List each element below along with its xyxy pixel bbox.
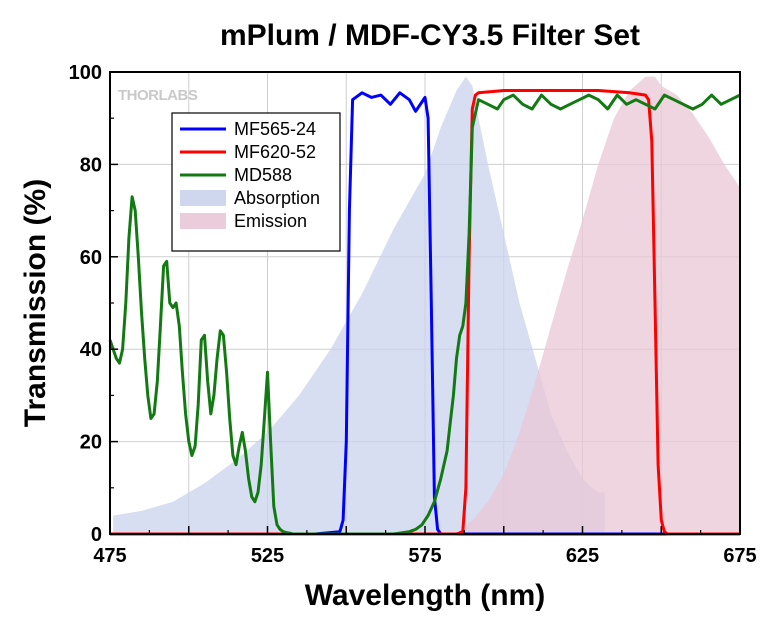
- y-tick-label: 40: [80, 339, 102, 361]
- legend-label-mf565-24: MF565-24: [234, 119, 316, 139]
- x-axis-label: Wavelength (nm): [305, 579, 546, 612]
- axis-ticks: 475 525 575 625 675 0 20 40 60 80 100: [69, 62, 757, 567]
- legend-label-absorption: Absorption: [234, 188, 320, 208]
- x-tick-label: 575: [408, 545, 441, 567]
- area-series: [113, 76, 740, 534]
- legend: MF565-24 MF620-52 MD588 Absorption Emission: [171, 112, 341, 252]
- line-series: [108, 89, 741, 536]
- mf620-52-line: [110, 89, 740, 536]
- y-tick-label: 100: [69, 62, 102, 84]
- y-tick-label: 80: [80, 154, 102, 176]
- legend-label-md588: MD588: [234, 165, 292, 185]
- y-tick-label: 20: [80, 432, 102, 454]
- absorption-area: [113, 76, 605, 534]
- chart-title: mPlum / MDF-CY3.5 Filter Set: [220, 19, 640, 52]
- x-tick-label: 625: [566, 545, 599, 567]
- y-axis-label: Transmission (%): [19, 179, 52, 427]
- thorlabs-watermark: THORLABS: [118, 87, 198, 104]
- y-tick-label: 0: [91, 524, 102, 546]
- x-tick-label: 475: [93, 545, 126, 567]
- x-tick-label: 525: [251, 545, 284, 567]
- y-tick-label: 60: [80, 247, 102, 269]
- x-tick-label: 675: [723, 545, 756, 567]
- md588-line: [108, 93, 741, 536]
- emission-area: [456, 76, 740, 534]
- legend-swatch-emission: [180, 213, 226, 229]
- legend-swatch-absorption: [180, 190, 226, 206]
- legend-label-emission: Emission: [234, 211, 307, 231]
- legend-label-mf620-52: MF620-52: [234, 142, 316, 162]
- mf565-24-line: [110, 91, 740, 536]
